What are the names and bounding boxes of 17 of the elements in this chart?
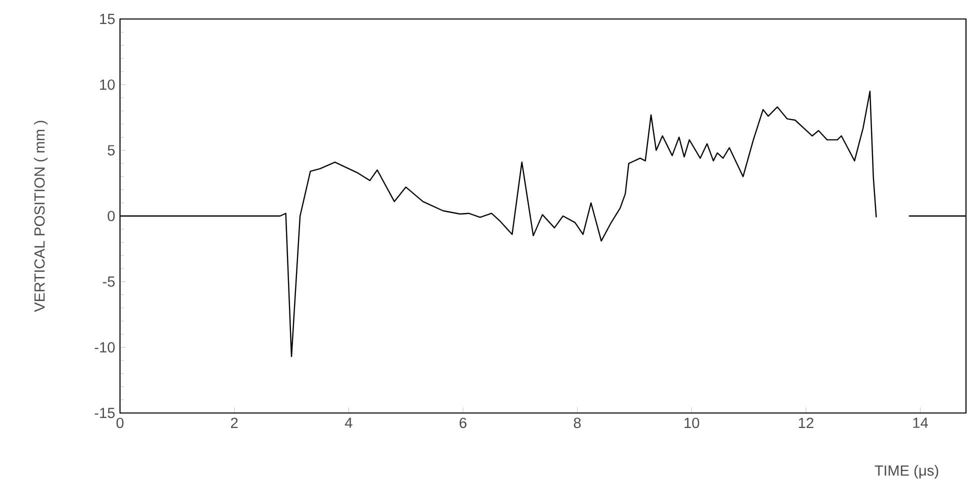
x-tick-label: 14 xyxy=(913,418,928,428)
x-tick-label: 2 xyxy=(230,418,238,428)
x-tick-label: 10 xyxy=(684,418,700,428)
x-tick-label: 8 xyxy=(574,418,581,428)
y-tick-label: -10 xyxy=(94,342,115,353)
x-tick-label: 4 xyxy=(344,418,352,428)
y-tick-label: 0 xyxy=(108,210,115,222)
y-tick-label: 15 xyxy=(100,14,115,24)
x-tick-label: 6 xyxy=(460,418,466,428)
x-tick-label: 0 xyxy=(116,418,124,428)
x-tick-label: 12 xyxy=(798,418,814,428)
y-axis-title: VERTICAL POSITION ( mm ) xyxy=(34,120,48,312)
y-tick-label: -5 xyxy=(102,276,115,287)
y-tick-label: 10 xyxy=(100,79,115,90)
x-axis-title: TIME (μs) xyxy=(874,464,938,479)
y-tick-label: 5 xyxy=(108,145,115,156)
y-tick-label: -15 xyxy=(94,408,115,418)
